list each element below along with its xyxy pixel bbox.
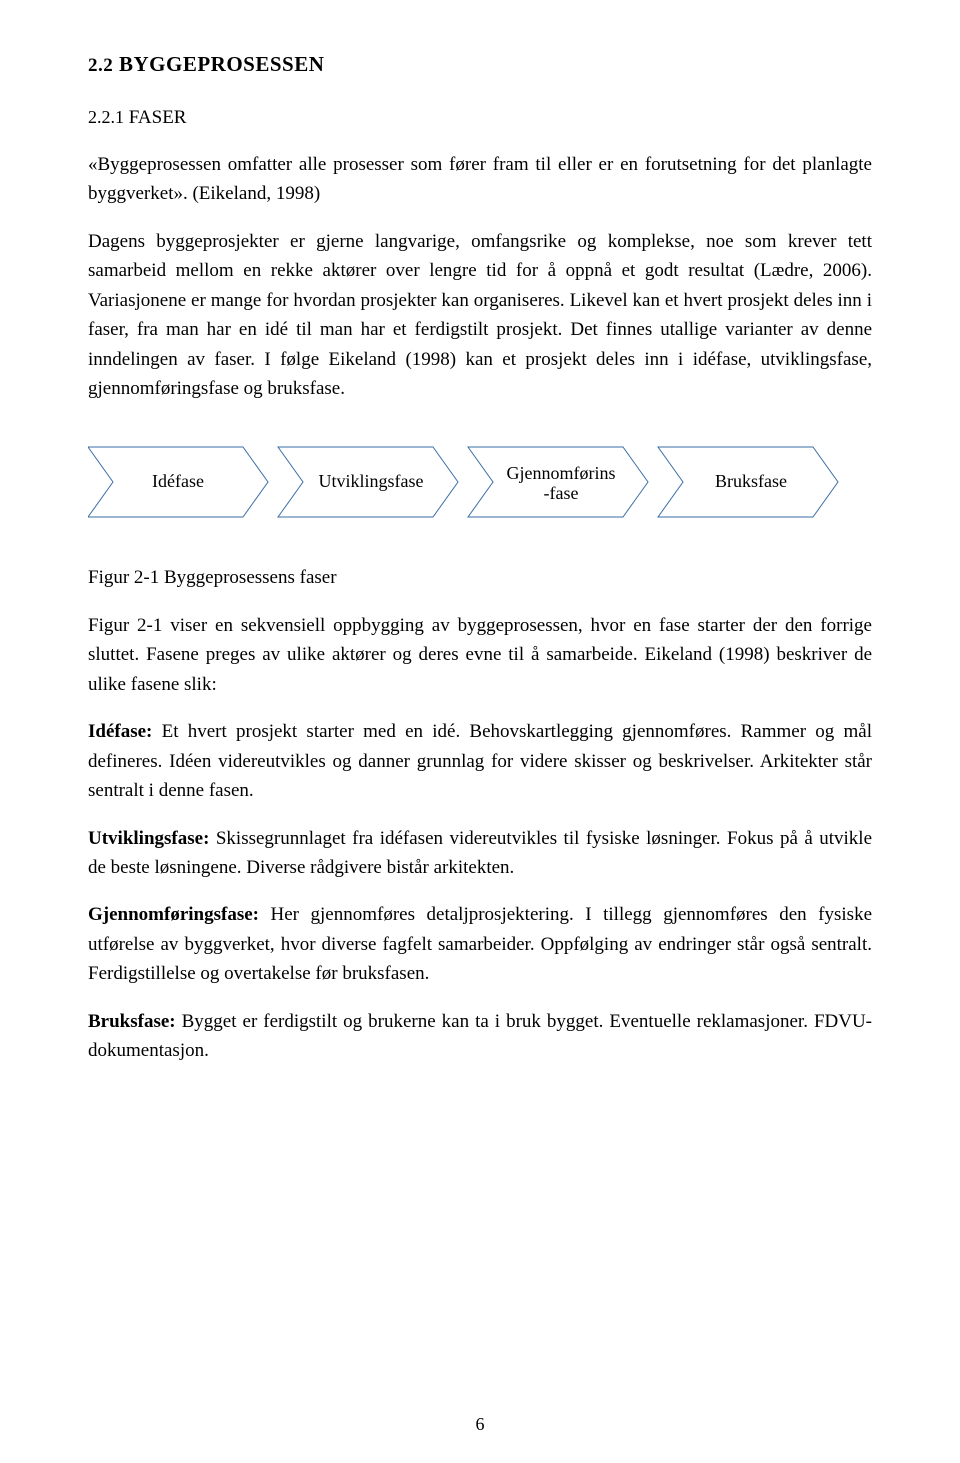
phase-def-label: Gjennomføringsfase: <box>88 904 259 925</box>
section-title: BYGGEPROSESSEN <box>119 52 324 76</box>
phase-arrows-svg: Idéfase Utviklingsfase Gjennomførins -fa… <box>88 437 872 527</box>
subsection-number: 2.2.1 <box>88 107 124 127</box>
section-number: 2.2 <box>88 55 113 76</box>
phase-label: Idéfase <box>152 471 204 491</box>
phase-def-label: Utviklingsfase: <box>88 828 209 849</box>
phase-arrow: Bruksfase <box>658 447 838 517</box>
phase-arrow: Idéfase <box>88 447 268 517</box>
paragraph: «Byggeprosessen omfatter alle prosesser … <box>88 150 872 209</box>
phase-def-text: Et hvert prosjekt starter med en idé. Be… <box>88 721 872 801</box>
phase-arrow: Utviklingsfase <box>278 447 458 517</box>
page: 2.2 BYGGEPROSESSEN 2.2.1 FASER «Byggepro… <box>0 0 960 1463</box>
section-heading: 2.2 BYGGEPROSESSEN <box>88 48 872 81</box>
phase-label: Bruksfase <box>715 471 787 491</box>
phase-label-line2: -fase <box>544 483 579 503</box>
phase-def-label: Bruksfase: <box>88 1011 176 1032</box>
paragraph: Gjennomføringsfase: Her gjennomføres det… <box>88 900 872 988</box>
paragraph: Idéfase: Et hvert prosjekt starter med e… <box>88 717 872 805</box>
phase-arrow: Gjennomførins -fase <box>468 447 648 517</box>
phase-label-line1: Gjennomførins <box>507 463 616 483</box>
paragraph: Dagens byggeprosjekter er gjerne langvar… <box>88 227 872 404</box>
figure-caption: Figur 2-1 Byggeprosessens faser <box>88 563 872 592</box>
phase-diagram: Idéfase Utviklingsfase Gjennomførins -fa… <box>88 437 872 527</box>
paragraph: Figur 2-1 viser en sekvensiell oppbyggin… <box>88 611 872 699</box>
paragraph: Utviklingsfase: Skissegrunnlaget fra idé… <box>88 824 872 883</box>
phase-def-text: Bygget er ferdigstilt og brukerne kan ta… <box>88 1011 872 1061</box>
paragraph: Bruksfase: Bygget er ferdigstilt og bruk… <box>88 1007 872 1066</box>
page-number: 6 <box>476 1411 485 1439</box>
subsection-title: FASER <box>129 107 187 128</box>
phase-def-label: Idéfase: <box>88 721 152 742</box>
phase-label: Utviklingsfase <box>319 471 424 491</box>
subsection-heading: 2.2.1 FASER <box>88 103 872 132</box>
